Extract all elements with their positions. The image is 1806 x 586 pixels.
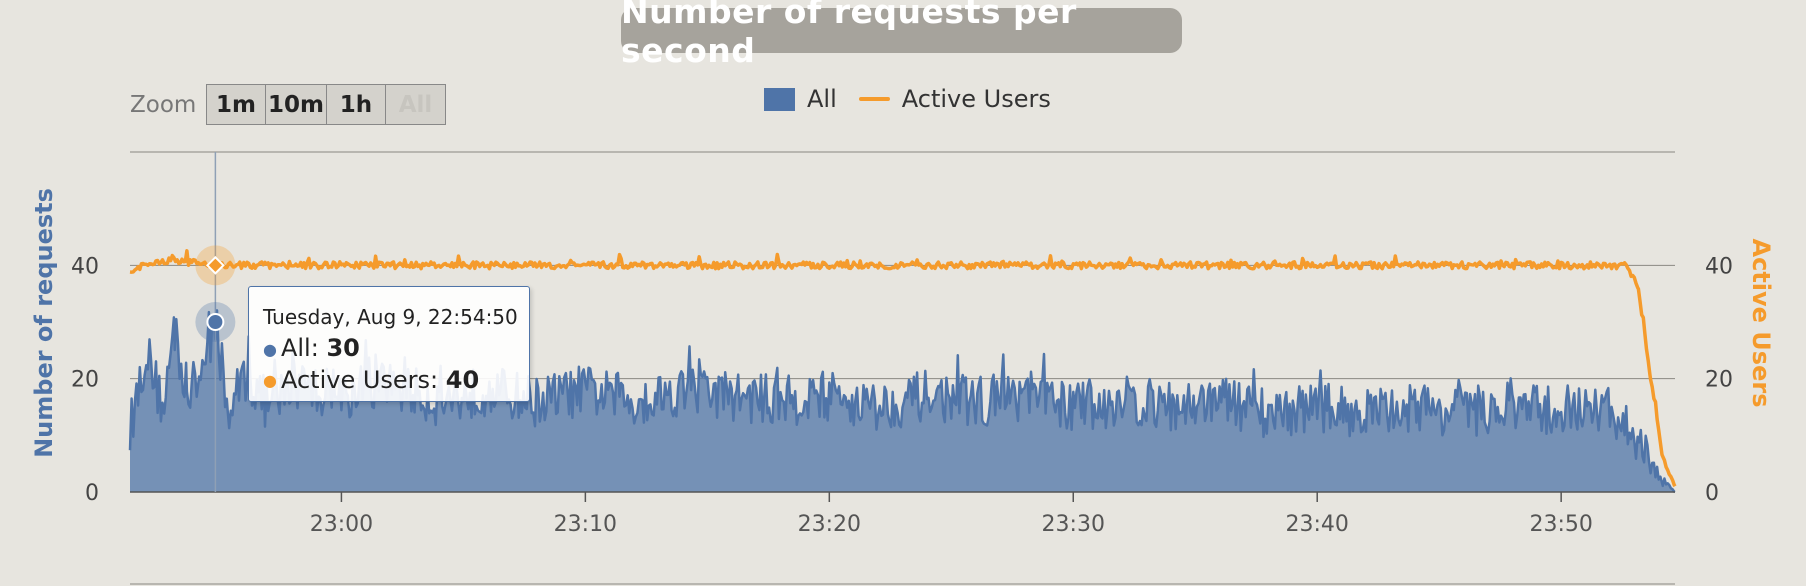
tooltip-value-active-users: 40 (445, 365, 480, 394)
tooltip-label-all: All: (280, 334, 319, 362)
tooltip: Tuesday, Aug 9, 22:54:50 ● All: 30 ● Activ… (248, 286, 530, 402)
zoom-button-group: 1m 10m 1h All (206, 84, 446, 125)
hover-marker-active-users (205, 255, 225, 275)
tooltip-label-active-users: Active Users: (280, 365, 439, 394)
y-tick-label-0: 0 (85, 481, 99, 506)
x-tick-label-2300: 23:00 (310, 512, 373, 537)
y-axis-title: Number of requests (30, 188, 58, 458)
legend-swatch-active-users (858, 97, 890, 101)
x-tick-label-2310: 23:10 (554, 512, 617, 537)
zoom-10m-button[interactable]: 10m (266, 85, 327, 124)
y2-tick-label-0: 0 (1705, 481, 1719, 506)
chart-title: Number of requests per second (621, 0, 1182, 70)
tooltip-value-all: 30 (326, 334, 360, 362)
legend: All Active Users (764, 84, 1073, 114)
tooltip-row-active-users: ● Active Users: 40 (263, 365, 529, 397)
tooltip-dot-all: ● (263, 339, 277, 359)
hover-marker-all (206, 313, 225, 331)
legend-label-active-users: Active Users (901, 85, 1051, 113)
x-tick-label-2340: 23:40 (1286, 512, 1349, 537)
y-tick-label-20: 20 (71, 368, 99, 393)
legend-item-all[interactable]: All (764, 85, 837, 113)
y2-tick-label-40: 40 (1705, 254, 1733, 279)
tooltip-date: Tuesday, Aug 9, 22:54:50 (263, 305, 518, 329)
legend-label-all: All (807, 85, 837, 113)
x-tick-label-2330: 23:30 (1042, 512, 1105, 537)
y-tick-label-40: 40 (71, 254, 99, 279)
x-tick-label-2320: 23:20 (798, 512, 861, 537)
zoom-all-button[interactable]: All (398, 91, 433, 118)
legend-item-active-users[interactable]: Active Users (858, 85, 1051, 113)
series-all-area (130, 310, 1675, 492)
zoom-label: Zoom (130, 92, 197, 118)
x-tick-label-2350: 23:50 (1529, 512, 1592, 537)
y2-axis-title: Active Users (1747, 239, 1775, 408)
series-active-users-line (129, 249, 1677, 488)
zoom-1h-button[interactable]: 1h (327, 85, 386, 124)
y2-tick-label-20: 20 (1705, 368, 1733, 393)
zoom-1m-button[interactable]: 1m (207, 85, 266, 124)
tooltip-dot-active-users: ● (263, 371, 277, 390)
legend-swatch-all (764, 87, 795, 111)
tooltip-row-all: ● All: 30 (263, 333, 529, 365)
